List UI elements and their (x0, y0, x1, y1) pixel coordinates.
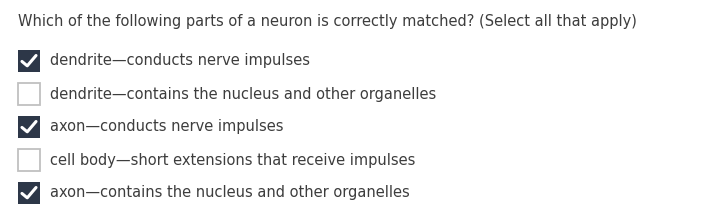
FancyBboxPatch shape (18, 182, 40, 204)
Text: Which of the following parts of a neuron is correctly matched? (Select all that : Which of the following parts of a neuron… (18, 14, 637, 29)
FancyBboxPatch shape (18, 50, 40, 72)
FancyBboxPatch shape (18, 83, 40, 105)
Text: axon—contains the nucleus and other organelles: axon—contains the nucleus and other orga… (50, 185, 410, 200)
Text: cell body—short extensions that receive impulses: cell body—short extensions that receive … (50, 152, 415, 168)
FancyBboxPatch shape (18, 116, 40, 138)
Text: dendrite—contains the nucleus and other organelles: dendrite—contains the nucleus and other … (50, 86, 436, 101)
FancyBboxPatch shape (18, 149, 40, 171)
Text: dendrite—conducts nerve impulses: dendrite—conducts nerve impulses (50, 53, 310, 69)
Text: axon—conducts nerve impulses: axon—conducts nerve impulses (50, 120, 284, 135)
